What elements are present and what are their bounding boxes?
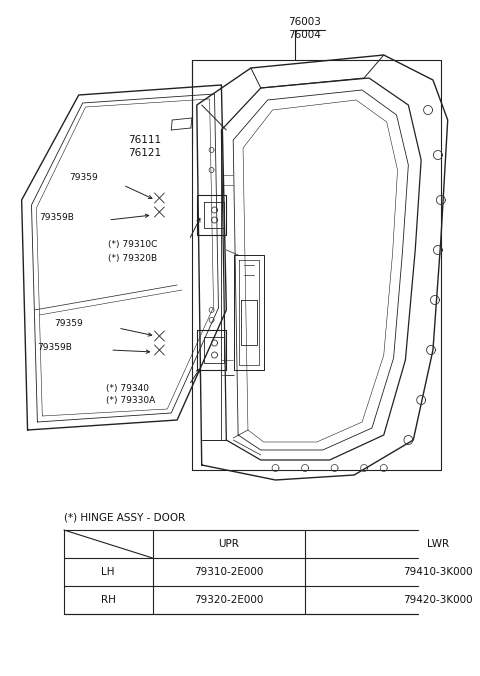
Text: 76003: 76003 — [288, 17, 322, 27]
Text: RH: RH — [101, 595, 116, 605]
Text: 79359: 79359 — [69, 174, 97, 183]
Text: LWR: LWR — [427, 539, 449, 549]
Text: 79359B: 79359B — [39, 214, 74, 222]
Text: (*) 79320B: (*) 79320B — [108, 254, 157, 262]
Text: UPR: UPR — [218, 539, 239, 549]
Text: 79310-2E000: 79310-2E000 — [194, 567, 264, 577]
Text: 79359: 79359 — [54, 318, 83, 327]
Text: 79359B: 79359B — [37, 343, 72, 352]
Text: 76111: 76111 — [128, 135, 161, 145]
Text: 79320-2E000: 79320-2E000 — [194, 595, 264, 605]
Text: (*) HINGE ASSY - DOOR: (*) HINGE ASSY - DOOR — [64, 513, 185, 523]
Text: (*) 79340: (*) 79340 — [106, 383, 149, 393]
Text: LH: LH — [101, 567, 115, 577]
Text: 79420-3K000: 79420-3K000 — [403, 595, 473, 605]
Text: (*) 79330A: (*) 79330A — [106, 397, 156, 406]
Text: (*) 79310C: (*) 79310C — [108, 241, 157, 249]
Text: 76121: 76121 — [128, 148, 161, 158]
Text: 76004: 76004 — [288, 30, 322, 40]
Text: 79410-3K000: 79410-3K000 — [403, 567, 473, 577]
